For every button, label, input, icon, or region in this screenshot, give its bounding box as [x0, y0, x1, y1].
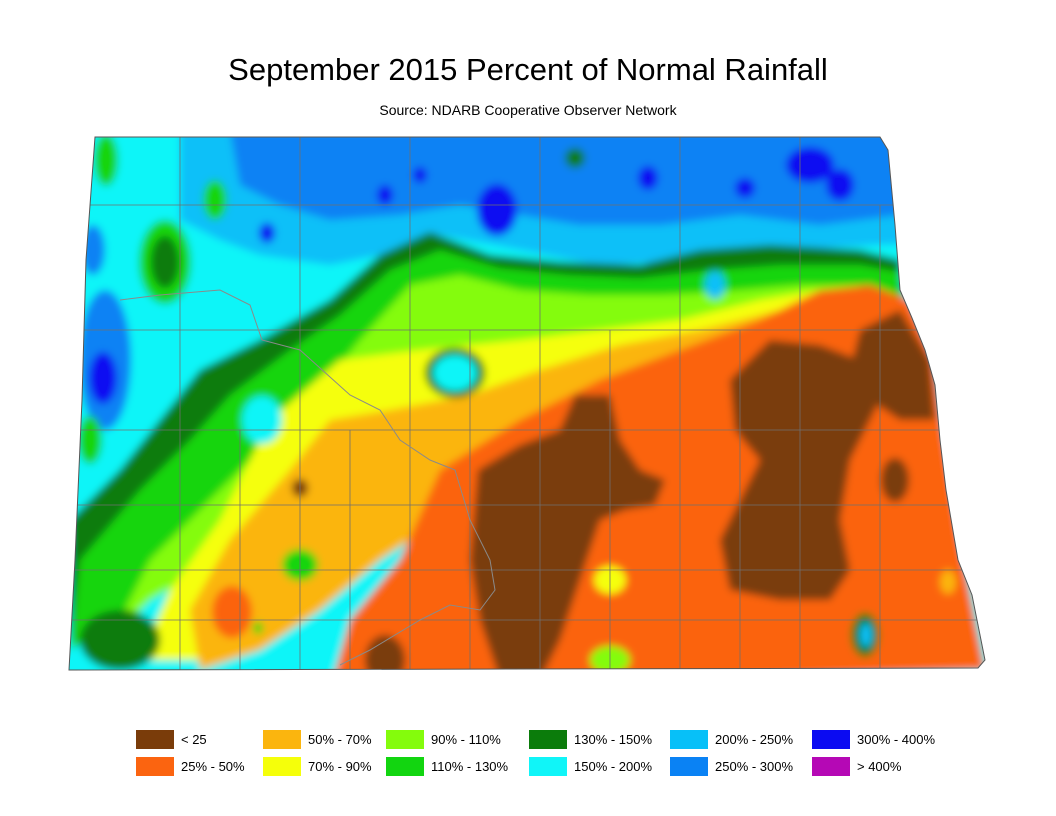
- legend-label: 110% - 130%: [431, 759, 509, 774]
- legend-label: 50% - 70%: [308, 732, 372, 747]
- legend-label: 250% - 300%: [715, 759, 794, 774]
- rainfall-surface: [69, 137, 985, 670]
- state-outline: [68, 136, 986, 671]
- legend-label: > 400%: [857, 759, 902, 774]
- legend-swatch: [263, 757, 301, 776]
- legend-swatch: [136, 757, 174, 776]
- legend-swatch: [529, 757, 567, 776]
- legend-swatch: [812, 730, 850, 749]
- legend-label: 150% - 200%: [574, 759, 653, 774]
- legend-swatch: [670, 757, 708, 776]
- legend-label: 90% - 110%: [431, 732, 501, 747]
- legend-swatch: [263, 730, 301, 749]
- legend-swatch: [386, 730, 424, 749]
- legend-label: 70% - 90%: [308, 759, 372, 774]
- legend-swatch: [386, 757, 424, 776]
- legend-label: < 25: [181, 732, 207, 747]
- legend-swatch: [136, 730, 174, 749]
- map-subtitle: Source: NDARB Cooperative Observer Netwo…: [379, 102, 677, 118]
- map-title: September 2015 Percent of Normal Rainfal…: [228, 52, 828, 87]
- legend-label: 130% - 150%: [574, 732, 653, 747]
- legend-swatch: [529, 730, 567, 749]
- legend-label: 200% - 250%: [715, 732, 794, 747]
- legend-label: 25% - 50%: [181, 759, 245, 774]
- legend-swatch: [670, 730, 708, 749]
- legend-label: 300% - 400%: [857, 732, 936, 747]
- legend-swatch: [812, 757, 850, 776]
